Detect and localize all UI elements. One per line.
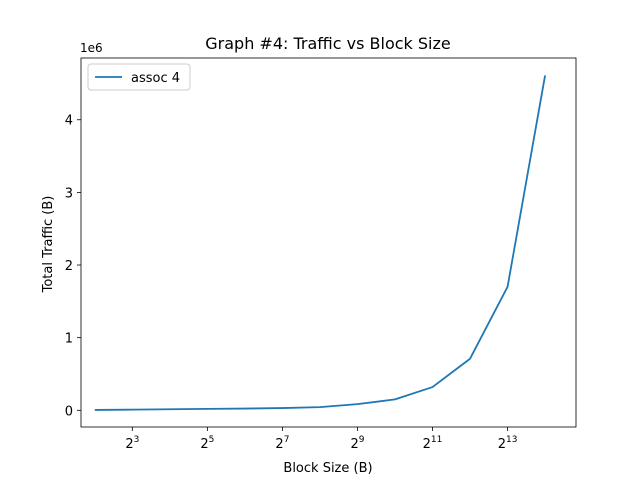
x-tick-label: 25 (200, 435, 214, 452)
legend-box (87, 63, 191, 91)
x-tick-label: 27 (275, 435, 289, 452)
x-tick-label: 29 (350, 435, 364, 452)
chart-title: Graph #4: Traffic vs Block Size (205, 34, 450, 53)
x-tick-label: 213 (498, 435, 518, 452)
y-tick-label: 4 (65, 114, 73, 129)
series-line-0 (94, 75, 546, 411)
x-axis-label: Block Size (B) (283, 461, 372, 476)
plot-area (80, 57, 577, 428)
plot-frame (80, 57, 577, 428)
x-tick-label: 23 (125, 435, 139, 452)
y-axis-ticks: 0 1 2 3 4 (65, 114, 81, 419)
series-layer (94, 75, 546, 411)
y-tick-label: 3 (65, 186, 73, 201)
x-axis-ticks: 23 25 27 29 211 213 (125, 427, 517, 452)
y-axis-label: Total Traffic (B) (41, 196, 56, 294)
legend-label: assoc 4 (131, 71, 180, 86)
y-offset-label: 1e6 (80, 41, 103, 55)
y-tick-label: 2 (65, 259, 73, 274)
legend: assoc 4 (87, 63, 191, 91)
x-tick-label: 211 (423, 435, 443, 452)
y-tick-label: 1 (65, 332, 73, 347)
y-tick-label: 0 (65, 404, 73, 419)
